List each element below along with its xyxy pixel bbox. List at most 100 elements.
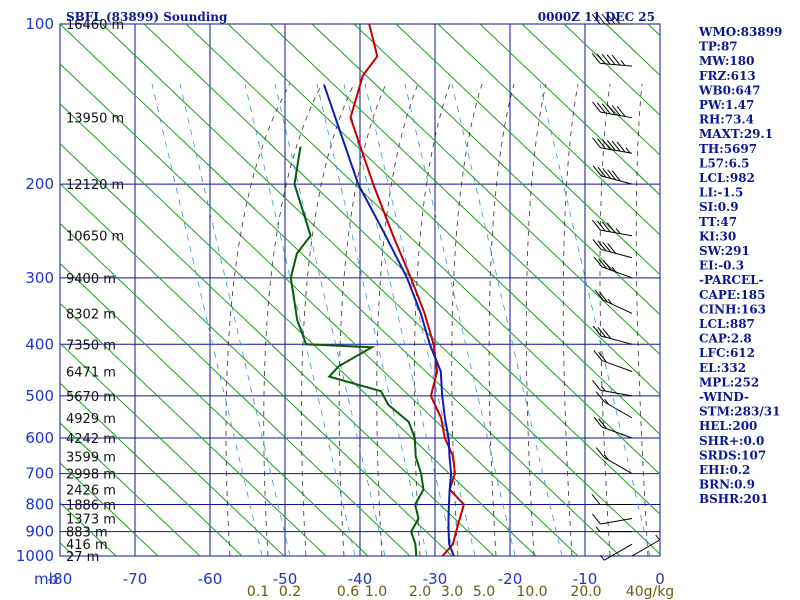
temperature-tick-label: -50 — [273, 570, 298, 588]
dry-adiabat — [60, 222, 411, 556]
wind-barb-half — [625, 147, 631, 154]
height-label: 10650 m — [66, 230, 124, 245]
wind-barb-staff — [601, 266, 633, 279]
wind-barb-staff — [600, 111, 633, 119]
sounding-profiles — [289, 24, 466, 556]
pressure-label: 600 — [25, 429, 54, 447]
temperature-line — [349, 24, 466, 556]
wind-barb-staff — [600, 175, 633, 185]
wind-barb-flag — [601, 221, 611, 233]
pressure-label: 900 — [25, 523, 54, 541]
wind-barb-staff — [604, 457, 633, 475]
dry-adiabat — [563, 24, 660, 116]
height-labels: 16460 m 13950 m 12120 m 10650 m 9400 m 8302 m… — [66, 18, 124, 565]
wind-barb — [591, 13, 632, 25]
index-entry: CAPE:185 — [699, 288, 766, 302]
mixing-ratio-line — [404, 83, 516, 556]
mixing-ratio-line — [316, 83, 428, 556]
moist-adiabat — [599, 83, 611, 556]
wind-barb-flag — [597, 102, 606, 114]
dry-adiabat — [143, 24, 660, 515]
index-entry: TP:87 — [699, 40, 738, 54]
dry-adiabat — [60, 262, 369, 556]
moist-adiabat — [413, 83, 451, 556]
index-entry: HEL:200 — [699, 419, 757, 433]
temperature-tick-label: -20 — [498, 570, 523, 588]
index-entry: LCL:887 — [699, 317, 755, 331]
moist-adiabat — [451, 83, 483, 556]
wind-barb-staff — [601, 426, 633, 439]
wind-barb-flag — [598, 418, 608, 430]
moist-adiabat — [338, 83, 387, 556]
dry-adiabat — [311, 24, 660, 356]
wind-barb-flag — [591, 53, 601, 64]
dry-adiabat — [353, 24, 660, 316]
dry-adiabat — [60, 422, 201, 556]
mixing-ratio-line — [364, 83, 476, 556]
moist-adiabat — [635, 83, 649, 556]
wind-barb — [592, 379, 633, 397]
pressure-label: 200 — [25, 175, 54, 193]
wind-barb-staff — [600, 248, 633, 259]
height-label: 5670 m — [66, 390, 116, 405]
wind-barb-flag — [607, 169, 616, 181]
height-label: 13950 m — [66, 112, 124, 127]
height-label: 2998 m — [66, 468, 116, 483]
wind-barb-flag — [601, 13, 611, 25]
wind-barb — [592, 137, 633, 154]
mixing-ratio-line — [451, 83, 563, 556]
mixing-ratio-line — [179, 83, 291, 556]
dry-adiabat — [60, 382, 243, 556]
temperature-tick-label: -70 — [123, 570, 148, 588]
dry-adiabat — [521, 24, 660, 156]
wind-barb-staff — [600, 335, 633, 345]
wind-barb-flag — [602, 328, 612, 339]
moist-adiabat — [263, 83, 323, 556]
indices-panel: WMO:83899TP:87MW:180FRZ:613WB0:647PW:1.4… — [698, 25, 782, 506]
index-entry: FRZ:613 — [699, 69, 756, 83]
index-entry: BSHR:201 — [699, 492, 769, 506]
wind-barb-flag — [611, 105, 621, 116]
wind-barb — [591, 53, 633, 67]
index-entry: -PARCEL- — [699, 273, 764, 287]
dry-adiabat — [60, 462, 159, 556]
wind-barb-flag — [593, 416, 603, 428]
wind-barb-flag — [597, 220, 606, 232]
moist-adiabat — [562, 83, 579, 556]
height-label: 12120 m — [66, 178, 124, 193]
index-entry: LI:-1.5 — [699, 186, 743, 200]
index-entry: SHR+:0.0 — [699, 434, 764, 448]
wind-barb-half — [655, 534, 661, 541]
dry-adiabats — [60, 24, 660, 556]
index-entry: MW:180 — [699, 54, 754, 68]
wind-barb — [592, 325, 633, 345]
height-label: 1373 m — [66, 512, 116, 527]
temperature-tick-label: -80 — [48, 570, 73, 588]
wind-barb-flag — [598, 258, 608, 269]
wind-barb — [592, 239, 633, 259]
dry-adiabat — [60, 63, 579, 556]
wind-barb-staff — [600, 147, 633, 154]
moist-adiabats — [225, 83, 649, 556]
wind-barb-flag — [606, 13, 616, 25]
wind-barb-flag — [594, 289, 604, 301]
dry-adiabat — [101, 24, 660, 555]
wind-barb-flag — [602, 241, 612, 253]
wind-barb-half — [604, 399, 610, 405]
wind-barb-flag — [599, 291, 608, 303]
wind-barb — [592, 513, 633, 525]
moist-adiabat — [525, 83, 547, 556]
wind-barb-flag — [597, 326, 607, 338]
index-entry: PW:1.47 — [699, 98, 754, 112]
height-label: 883 m — [66, 526, 108, 541]
wind-barb-half — [615, 228, 621, 234]
height-label: 2426 m — [66, 484, 116, 499]
wind-barb-flag — [595, 391, 605, 403]
wind-barb — [593, 416, 633, 439]
dry-adiabat — [60, 302, 327, 556]
chart-time: 0000Z 11 DEC 25 — [538, 10, 655, 24]
dry-adiabat — [227, 24, 660, 436]
wind-barb — [631, 534, 661, 557]
height-label: 8302 m — [66, 307, 116, 322]
